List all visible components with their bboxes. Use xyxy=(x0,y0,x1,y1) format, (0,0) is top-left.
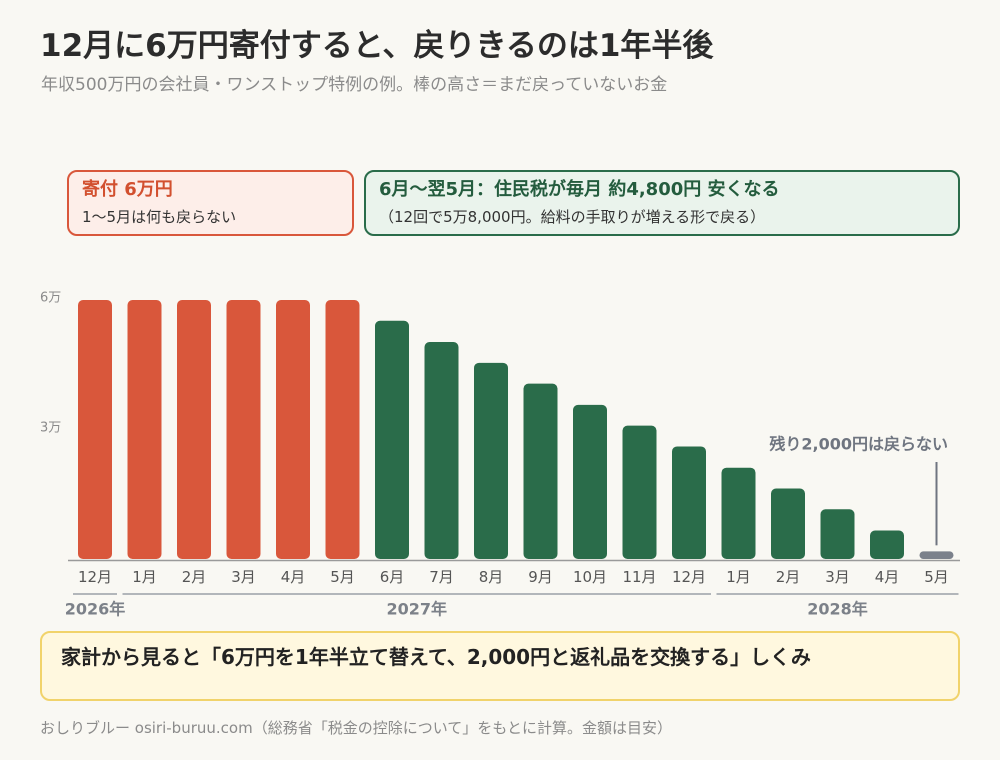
month-label-9: 9月 xyxy=(528,568,553,586)
bar-2 xyxy=(177,300,211,559)
annotation-label: 残り2,000円は戻らない xyxy=(769,435,948,454)
bar-1 xyxy=(127,300,162,559)
month-label-1: 1月 xyxy=(132,568,157,586)
month-label-5: 5月 xyxy=(330,568,355,586)
donation-callout-note: 1〜5月は何も戻らない xyxy=(82,208,237,226)
chart-subtitle: 年収500万円の会社員・ワンストップ特例の例。棒の高さ＝まだ戻っていないお金 xyxy=(41,75,668,95)
month-label-8: 8月 xyxy=(479,568,504,586)
y-tick-label-0: 6万 xyxy=(40,291,61,306)
bar-4 xyxy=(276,300,310,559)
bar-7 xyxy=(424,342,459,559)
summary-box: 家計から見ると「6万円を1年半立て替えて、2,000円と返礼品を交換する」しくみ xyxy=(40,631,960,701)
donation-callout: 寄付 6万円 1〜5月は何も戻らない xyxy=(67,170,354,236)
bar-3 xyxy=(226,300,261,559)
refund-callout-title: 6月〜翌5月：住民税が毎月 約4,800円 安くなる xyxy=(379,179,780,200)
refund-callout: 6月〜翌5月：住民税が毎月 約4,800円 安くなる （12回で5万8,000円… xyxy=(364,170,960,236)
month-label-17: 5月 xyxy=(924,568,949,586)
refund-callout-note: （12回で5万8,000円。給料の手取りが増える形で戻る） xyxy=(379,208,766,226)
bar-15 xyxy=(820,509,855,559)
month-label-2: 2月 xyxy=(182,568,207,586)
bar-10 xyxy=(573,404,607,559)
month-label-12: 12月 xyxy=(672,568,706,586)
month-label-16: 4月 xyxy=(875,568,900,586)
month-label-15: 3月 xyxy=(825,568,850,586)
bar-9 xyxy=(523,383,558,559)
bar-0 xyxy=(78,300,112,559)
month-label-3: 3月 xyxy=(231,568,256,586)
bar-16 xyxy=(870,530,904,559)
month-label-11: 11月 xyxy=(622,568,656,586)
month-label-4: 4月 xyxy=(281,568,306,586)
bar-17 xyxy=(919,551,954,559)
month-label-0: 12月 xyxy=(78,568,112,586)
bar-12 xyxy=(672,446,706,559)
chart-title: 12月に6万円寄付すると、戻りきるのは1年半後 xyxy=(40,28,714,64)
year-label-2: 2028年 xyxy=(807,600,868,619)
month-label-7: 7月 xyxy=(429,568,454,586)
bar-14 xyxy=(771,488,805,559)
remaining-balance-bar-chart: 6万 3万 12月 1月 2月 3月 4月 5月 6月 7月 8月 9月 10月 11月 12月 1月 2月 3月… xyxy=(40,291,960,619)
donation-callout-title: 寄付 6万円 xyxy=(82,179,173,200)
year-label-1: 2027年 xyxy=(386,600,447,619)
month-label-6: 6月 xyxy=(380,568,405,586)
year-label-0: 2026年 xyxy=(65,600,126,619)
bar-8 xyxy=(474,362,508,559)
month-label-14: 2月 xyxy=(776,568,801,586)
month-label-13: 1月 xyxy=(726,568,751,586)
y-tick-label-1: 3万 xyxy=(40,421,61,436)
bar-11 xyxy=(622,425,657,559)
month-label-10: 10月 xyxy=(573,568,607,586)
bar-13 xyxy=(721,467,756,559)
summary-text: 家計から見ると「6万円を1年半立て替えて、2,000円と返礼品を交換する」しくみ xyxy=(61,645,811,669)
bar-6 xyxy=(375,320,409,559)
source-footer: おしりブルー osiri-buruu.com（総務省「税金の控除について」をもと… xyxy=(40,719,672,737)
bar-5 xyxy=(325,300,360,559)
